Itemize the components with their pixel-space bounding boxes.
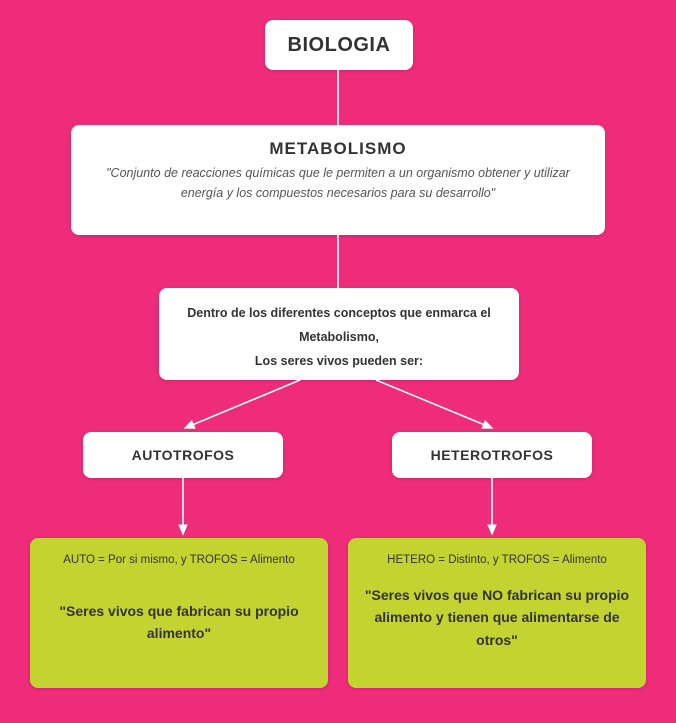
node-intro-line1: Dentro de los diferentes conceptos que e… (183, 302, 495, 350)
node-intro-line2: Los seres vivos pueden ser: (183, 350, 495, 374)
node-intro: Dentro de los diferentes conceptos que e… (159, 288, 519, 380)
node-auto-etym: AUTO = Por si mismo, y TROFOS = Alimento (30, 538, 328, 576)
node-biologia-label: BIOLOGIA (288, 34, 391, 57)
node-auto-def: AUTO = Por si mismo, y TROFOS = Alimento… (30, 538, 328, 688)
node-autotrofos: AUTOTROFOS (83, 432, 283, 478)
node-hetero-def: HETERO = Distinto, y TROFOS = Alimento "… (348, 538, 646, 688)
node-hetero-etym: HETERO = Distinto, y TROFOS = Alimento (348, 538, 646, 576)
node-metabolismo-subtitle: "Conjunto de reacciones químicas que le … (71, 159, 605, 217)
node-biologia: BIOLOGIA (265, 20, 413, 70)
node-auto-definition: "Seres vivos que fabrican su propio alim… (30, 576, 328, 661)
node-metabolismo-title: METABOLISMO (71, 139, 605, 159)
node-metabolismo: METABOLISMO "Conjunto de reacciones quím… (71, 125, 605, 235)
node-hetero-definition: "Seres vivos que NO fabrican su propio a… (348, 576, 646, 667)
node-heterotrofos: HETEROTROFOS (392, 432, 592, 478)
edge-intro-auto (185, 380, 300, 428)
node-autotrofos-label: AUTOTROFOS (132, 447, 235, 463)
edge-intro-hetero (376, 380, 492, 428)
flowchart-canvas: BIOLOGIA METABOLISMO "Conjunto de reacci… (0, 0, 676, 723)
node-heterotrofos-label: HETEROTROFOS (431, 447, 554, 463)
